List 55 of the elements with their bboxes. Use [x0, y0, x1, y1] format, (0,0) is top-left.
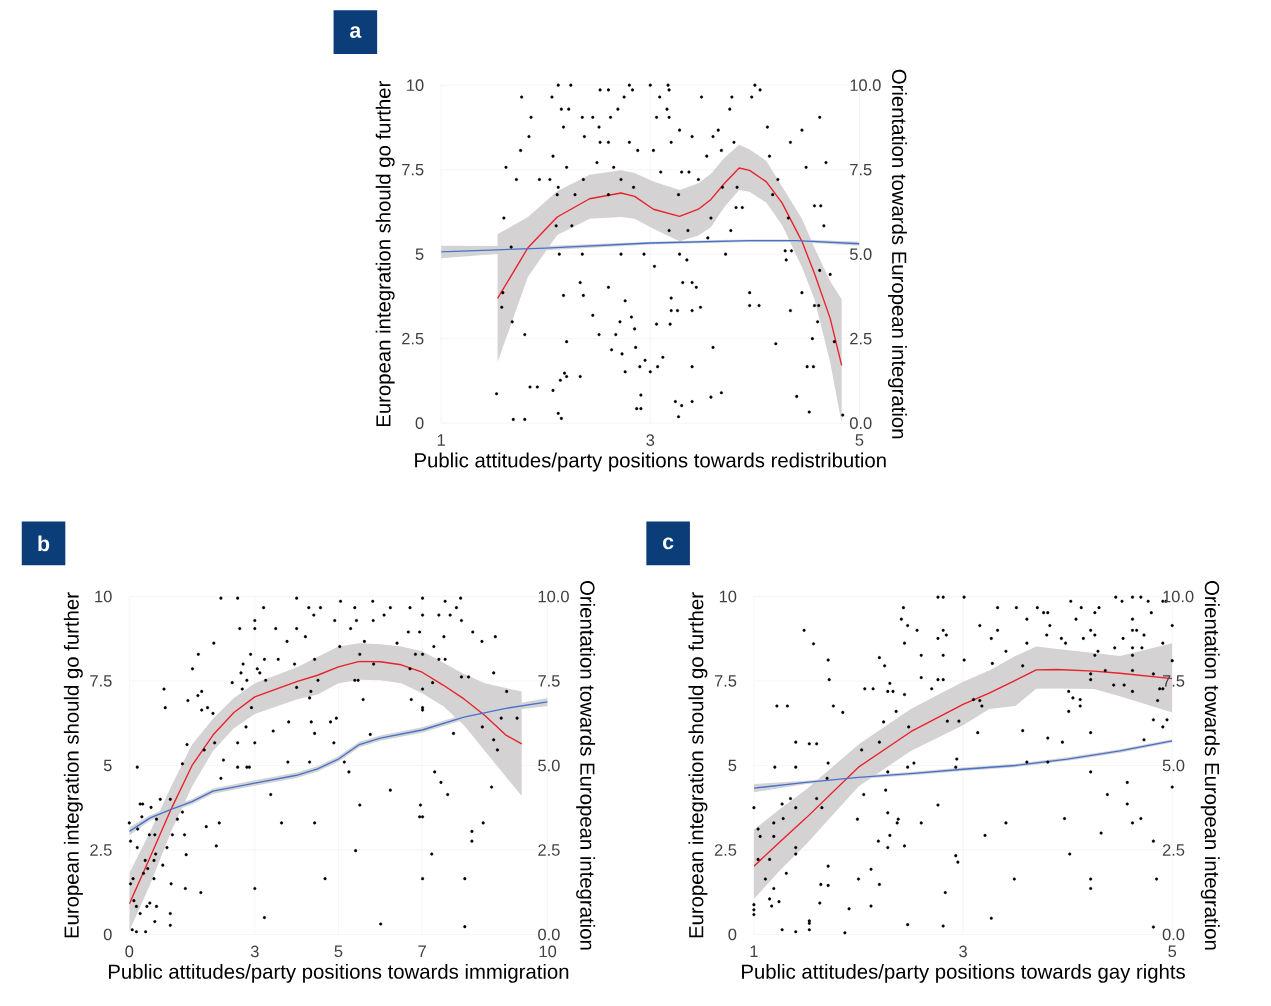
y-tick-label: 2.5 — [90, 844, 112, 856]
y2-tick-label: 10.0 — [1163, 590, 1194, 603]
y-tick-label: 5 — [103, 759, 112, 772]
y-tick-label: 10 — [95, 590, 112, 603]
x-tick-label: 1 — [437, 434, 445, 446]
y-tick-label: 2.5 — [402, 332, 424, 345]
y2-tick-label: 0.0 — [1162, 928, 1185, 941]
chart-title: b — [38, 535, 50, 552]
x-tick-label: 0 — [125, 945, 134, 958]
y2-tick-label: 0.0 — [849, 417, 872, 429]
x-tick-label: 1 — [750, 945, 758, 957]
y-tick-label: 7.5 — [714, 675, 737, 687]
x-axis-title: Public attitudes/party positions towards redistribution — [415, 452, 886, 472]
y2-tick-label: 7.5 — [850, 163, 872, 176]
x-tick-label: 5 — [1168, 945, 1177, 958]
y-axis-title: European integration should go further — [688, 592, 708, 938]
x-axis-title: Public attitudes/party positions towards immigration — [108, 963, 569, 983]
x-tick-label: 10 — [539, 945, 557, 958]
x-tick-label: 3 — [959, 945, 967, 958]
x-axis-title: Public attitudes/party positions towards gay rights — [742, 963, 1185, 983]
x-tick-label: 3 — [250, 945, 259, 958]
x-tick-label: 7 — [418, 945, 426, 957]
line-series — [496, 167, 843, 366]
chart-title: c — [663, 537, 674, 550]
y-tick-label: 10 — [719, 590, 737, 603]
y2-tick-label: 5.0 — [538, 759, 560, 772]
y-axis-title: European integration should go further — [375, 81, 395, 426]
y-tick-label: 2.5 — [714, 844, 737, 856]
y2-tick-label: 5.0 — [1162, 759, 1185, 772]
y-tick-label: 0 — [728, 928, 737, 941]
x-tick-label: 3 — [646, 434, 655, 446]
x-tick-label: 5 — [855, 434, 864, 446]
y2-tick-label: 7.5 — [1162, 675, 1185, 687]
y2-axis-title: Orientation towards European integration — [576, 581, 596, 950]
y-tick-label: 5 — [415, 248, 424, 260]
y2-axis-title: Orientation towards European integration — [887, 69, 907, 439]
y-tick-label: 7.5 — [402, 163, 424, 176]
y2-tick-label: 2.5 — [538, 844, 560, 856]
chart-title: a — [350, 26, 362, 38]
y2-tick-label: 0.0 — [538, 928, 560, 941]
y2-tick-label: 2.5 — [1162, 844, 1185, 856]
y-axis-title: European integration should go further — [63, 592, 83, 938]
y2-axis-title: Orientation towards European integration — [1200, 581, 1220, 950]
x-tick-label: 5 — [334, 945, 343, 958]
y2-tick-label: 5.0 — [849, 248, 872, 260]
line-series — [129, 660, 523, 905]
y-tick-label: 0 — [103, 928, 112, 941]
y-tick-label: 5 — [728, 759, 737, 772]
y2-tick-label: 10.0 — [538, 590, 569, 603]
y-tick-label: 0 — [415, 417, 424, 429]
y-tick-label: 10 — [407, 79, 424, 91]
y2-tick-label: 10.0 — [850, 79, 881, 91]
y2-tick-label: 7.5 — [538, 675, 560, 687]
y2-tick-label: 2.5 — [850, 332, 872, 345]
y-tick-label: 7.5 — [90, 675, 112, 687]
